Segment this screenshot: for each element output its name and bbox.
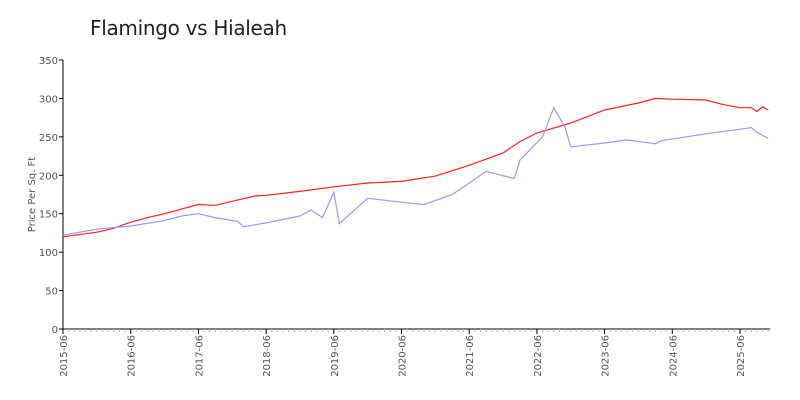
y-tick-label: 100 <box>39 248 58 259</box>
x-tick-label: 2024-06 <box>668 335 679 377</box>
y-tick-label: 0 <box>52 325 58 336</box>
series-1 <box>62 106 769 236</box>
x-tick-label: 2023-06 <box>601 335 612 377</box>
x-tick-label: 2016-06 <box>127 335 138 377</box>
x-tick-label: 2020-06 <box>398 335 409 377</box>
y-tick-label: 150 <box>39 210 58 221</box>
y-tick-label: 50 <box>45 287 58 298</box>
y-tick-label: 350 <box>39 56 58 67</box>
y-tick-label: 300 <box>39 94 58 105</box>
x-tick-label: 2022-06 <box>533 335 544 377</box>
x-tick-label: 2017-06 <box>194 335 205 377</box>
series-0 <box>62 97 769 238</box>
y-tick-label: 200 <box>39 171 58 182</box>
series-line <box>62 106 769 236</box>
chart-title: Flamingo vs Hialeah <box>90 16 287 40</box>
y-axis-label: Price Per Sq. Ft <box>27 157 38 232</box>
x-tick-label: 2015-06 <box>59 335 70 377</box>
x-tick-label: 2025-06 <box>736 335 747 377</box>
y-tick-label: 250 <box>39 133 58 144</box>
x-tick-label: 2021-06 <box>465 335 476 377</box>
x-tick-label: 2019-06 <box>330 335 341 377</box>
series-line <box>62 97 769 238</box>
x-tick-label: 2018-06 <box>262 335 273 377</box>
